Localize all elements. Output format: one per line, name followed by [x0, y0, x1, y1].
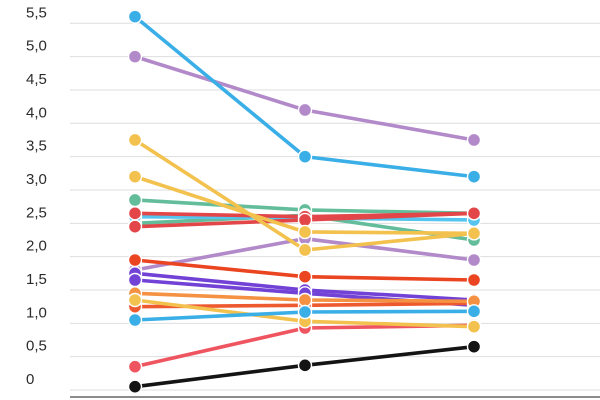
data-point-violet-2: [127, 272, 143, 288]
data-point-red-1: [127, 206, 143, 221]
series-line-lavender-1: [133, 54, 476, 142]
data-point-lavender-2: [466, 252, 482, 268]
y-tick-label: 4,5: [26, 71, 47, 88]
data-point-yellow-2: [127, 169, 143, 184]
data-point-black-1: [466, 339, 482, 354]
data-point-lavender-1: [127, 49, 143, 64]
data-point-pink-1: [127, 359, 143, 374]
series-group: [127, 9, 482, 394]
data-point-lavender-1: [466, 132, 482, 148]
data-point-sky-blue-1: [297, 149, 313, 164]
y-tick-label: 1,5: [26, 271, 47, 288]
y-tick-label: 2,5: [26, 204, 47, 221]
data-point-yellow-2: [466, 226, 482, 241]
data-point-sky-blue-2: [127, 312, 143, 328]
data-point-lavender-1: [297, 102, 313, 118]
y-tick-label: 1,0: [26, 304, 47, 321]
data-point-sky-blue-2: [297, 304, 313, 320]
y-tick-label: 2,0: [26, 238, 47, 255]
data-point-black-1: [127, 379, 143, 394]
y-tick-label: 5,0: [26, 38, 47, 55]
data-point-sky-blue-1: [466, 169, 482, 184]
y-tick-label: 4,0: [26, 104, 47, 121]
data-point-red-2: [127, 219, 143, 234]
data-point-orange-1: [297, 292, 313, 308]
y-tick-label: 0: [26, 371, 34, 388]
data-point-black-1: [297, 358, 313, 373]
data-point-red-2: [297, 212, 313, 228]
data-point-vermilion-1: [466, 272, 482, 288]
data-point-yellow-3: [127, 292, 143, 308]
data-point-vermilion-1: [297, 269, 313, 284]
data-point-yellow-3: [466, 319, 482, 334]
data-point-yellow-2: [297, 224, 313, 240]
data-point-vermilion-1: [127, 252, 143, 268]
data-point-sky-blue-1: [127, 9, 143, 24]
y-axis-labels-group: 0 0,5 1,0 1,5 2,0 2,5 3,0 3,5 4,0 4,5 5,0 5,5: [26, 4, 47, 388]
data-point-yellow-1: [127, 132, 143, 148]
data-point-yellow-1: [297, 242, 313, 258]
data-point-teal-1: [127, 192, 143, 208]
y-tick-label: 3,5: [26, 138, 47, 155]
data-point-red-2: [466, 206, 482, 221]
y-tick-label: 0,5: [26, 338, 47, 355]
data-point-sky-blue-2: [466, 304, 482, 319]
y-tick-label: 5,5: [26, 4, 47, 21]
y-tick-label: 3,0: [26, 171, 47, 188]
